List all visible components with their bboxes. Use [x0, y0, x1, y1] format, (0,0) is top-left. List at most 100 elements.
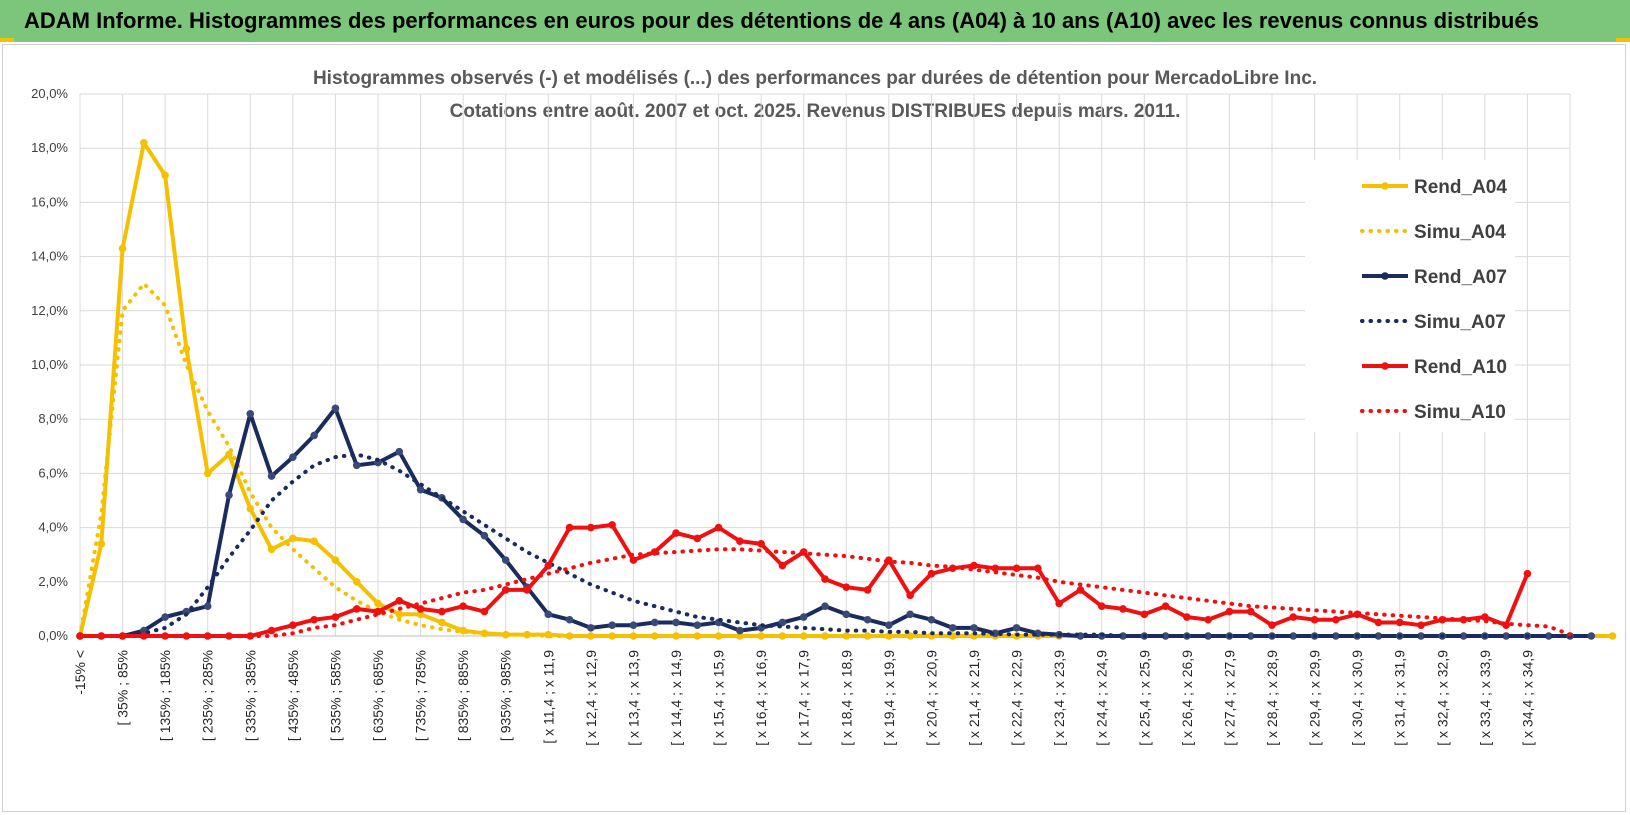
data-point [693, 534, 702, 543]
x-tick-label: -15% < [72, 650, 88, 695]
legend-item-Rend_A07: Rend_A07 [1362, 267, 1507, 288]
data-point [480, 531, 489, 540]
legend: Rend_A04 Simu_A04 Rend_A07 Simu_A07 Rend_A10… [1305, 160, 1515, 432]
data-point [331, 613, 340, 621]
data-point [161, 613, 169, 621]
x-tick-label: [ 935% ; 985% [498, 650, 514, 741]
data-point [331, 556, 340, 564]
x-tick-label: [ 435% ; 485% [285, 650, 301, 741]
x-tick-label: [ x 29,4 ; x 29,9 [1307, 650, 1323, 746]
data-point [1140, 610, 1149, 619]
x-tick-label: [ 35% ; 85% [115, 650, 131, 726]
x-tick-label: [ x 32,4 ; x 32,9 [1434, 650, 1450, 746]
data-point [885, 621, 893, 629]
data-point [544, 610, 553, 619]
data-point [1374, 618, 1383, 627]
x-tick-label: [ x 19,4 ; x 19,9 [881, 650, 897, 746]
x-tick-label: [ x 16,4 ; x 16,9 [753, 650, 769, 746]
data-point [267, 626, 276, 635]
x-tick-label: [ x 20,4 ; x 20,9 [923, 650, 939, 746]
x-tick-label: [ 635% ; 685% [370, 650, 386, 741]
x-tick-label: [ x 17,4 ; x 17,9 [796, 650, 812, 746]
data-point [778, 561, 787, 570]
x-tick-label: [ x 14,4 ; x 14,9 [668, 650, 684, 746]
data-point [565, 523, 574, 532]
data-point [331, 404, 340, 413]
data-point [501, 586, 510, 594]
data-point [118, 244, 127, 253]
x-tick-label: [ x 18,4 ; x 18,9 [838, 650, 854, 746]
x-tick-label: [ x 25,4 ; x 25,9 [1136, 650, 1152, 746]
data-point [863, 586, 872, 594]
data-point [608, 621, 616, 629]
legend-label: Simu_A10 [1414, 402, 1506, 423]
data-point [395, 596, 404, 605]
data-point [225, 491, 233, 499]
x-tick-label: [ x 26,4 ; x 26,9 [1179, 650, 1195, 746]
data-point [459, 515, 467, 524]
data-point [1481, 613, 1489, 621]
data-point [1119, 632, 1127, 640]
data-point [225, 632, 233, 640]
data-point [438, 607, 446, 616]
data-point [906, 591, 914, 600]
y-tick-label: 20,0% [31, 86, 68, 101]
x-tick-label: [ x 33,4 ; x 33,9 [1477, 650, 1493, 746]
data-point [1332, 615, 1340, 624]
data-point [608, 521, 616, 529]
y-tick-label: 12,0% [31, 303, 68, 318]
banner-corner-right [1616, 38, 1630, 42]
data-point [352, 605, 361, 613]
data-point [736, 537, 744, 545]
data-point [991, 564, 1000, 573]
data-point [1587, 632, 1596, 640]
data-point [757, 540, 765, 548]
legend-box [1305, 160, 1515, 432]
data-point [395, 447, 404, 456]
data-point [416, 605, 425, 613]
y-tick-label: 4,0% [38, 520, 68, 535]
data-point [629, 621, 638, 629]
x-tick-label: [ x 11,4 ; x 11,9 [540, 650, 556, 744]
y-tick-label: 14,0% [31, 249, 68, 264]
data-point [1332, 632, 1340, 640]
data-point [1097, 602, 1106, 610]
data-point [1012, 624, 1021, 632]
data-point [1310, 615, 1319, 624]
data-point [352, 578, 361, 586]
data-point [438, 618, 446, 627]
data-point [672, 529, 680, 537]
data-point [459, 602, 467, 610]
data-point [203, 602, 212, 610]
x-tick-label: [ x 34,4 ; x 34,9 [1519, 650, 1535, 746]
y-tick-label: 0,0% [38, 628, 68, 643]
y-tick-label: 16,0% [31, 194, 68, 209]
series-lines [76, 138, 1617, 640]
data-point [970, 624, 978, 632]
data-point [182, 632, 191, 640]
data-point [863, 615, 872, 624]
y-tick-label: 2,0% [38, 574, 68, 589]
x-tick-label: [ x 24,4 ; x 24,9 [1094, 650, 1110, 746]
data-point [140, 138, 148, 147]
data-point [1608, 632, 1617, 640]
grid [79, 93, 1571, 637]
x-tick-label: [ x 21,4 ; x 21,9 [966, 650, 982, 746]
data-point [565, 615, 574, 624]
data-point [501, 556, 510, 564]
x-tick-label: [ x 13,4 ; x 13,9 [625, 650, 641, 746]
legend-item-Rend_A10: Rend_A10 [1362, 357, 1507, 378]
y-tick-label: 6,0% [38, 465, 68, 480]
data-point [1374, 632, 1383, 640]
data-point [1395, 618, 1404, 627]
x-tick-label: [ x 12,4 ; x 12,9 [583, 650, 599, 746]
data-point [97, 540, 106, 548]
data-point [161, 171, 169, 180]
legend-item-Simu_A10: Simu_A10 [1360, 402, 1506, 423]
series-line-Simu_A04 [78, 281, 1572, 638]
data-point [289, 453, 297, 461]
x-tick-label: [ x 27,4 ; x 27,9 [1221, 650, 1237, 746]
y-tick-label: 18,0% [31, 140, 68, 155]
data-point [1268, 621, 1276, 629]
data-point [1204, 615, 1212, 624]
